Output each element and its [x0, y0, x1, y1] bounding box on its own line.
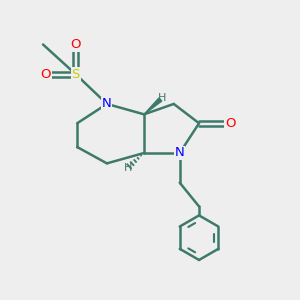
Text: N: N: [175, 146, 184, 160]
Text: O: O: [225, 117, 236, 130]
Text: H: H: [124, 163, 132, 173]
Text: N: N: [102, 98, 112, 110]
Polygon shape: [144, 98, 162, 114]
Text: S: S: [71, 68, 80, 81]
Text: O: O: [41, 68, 51, 81]
Text: O: O: [70, 38, 81, 51]
Text: H: H: [158, 93, 166, 103]
